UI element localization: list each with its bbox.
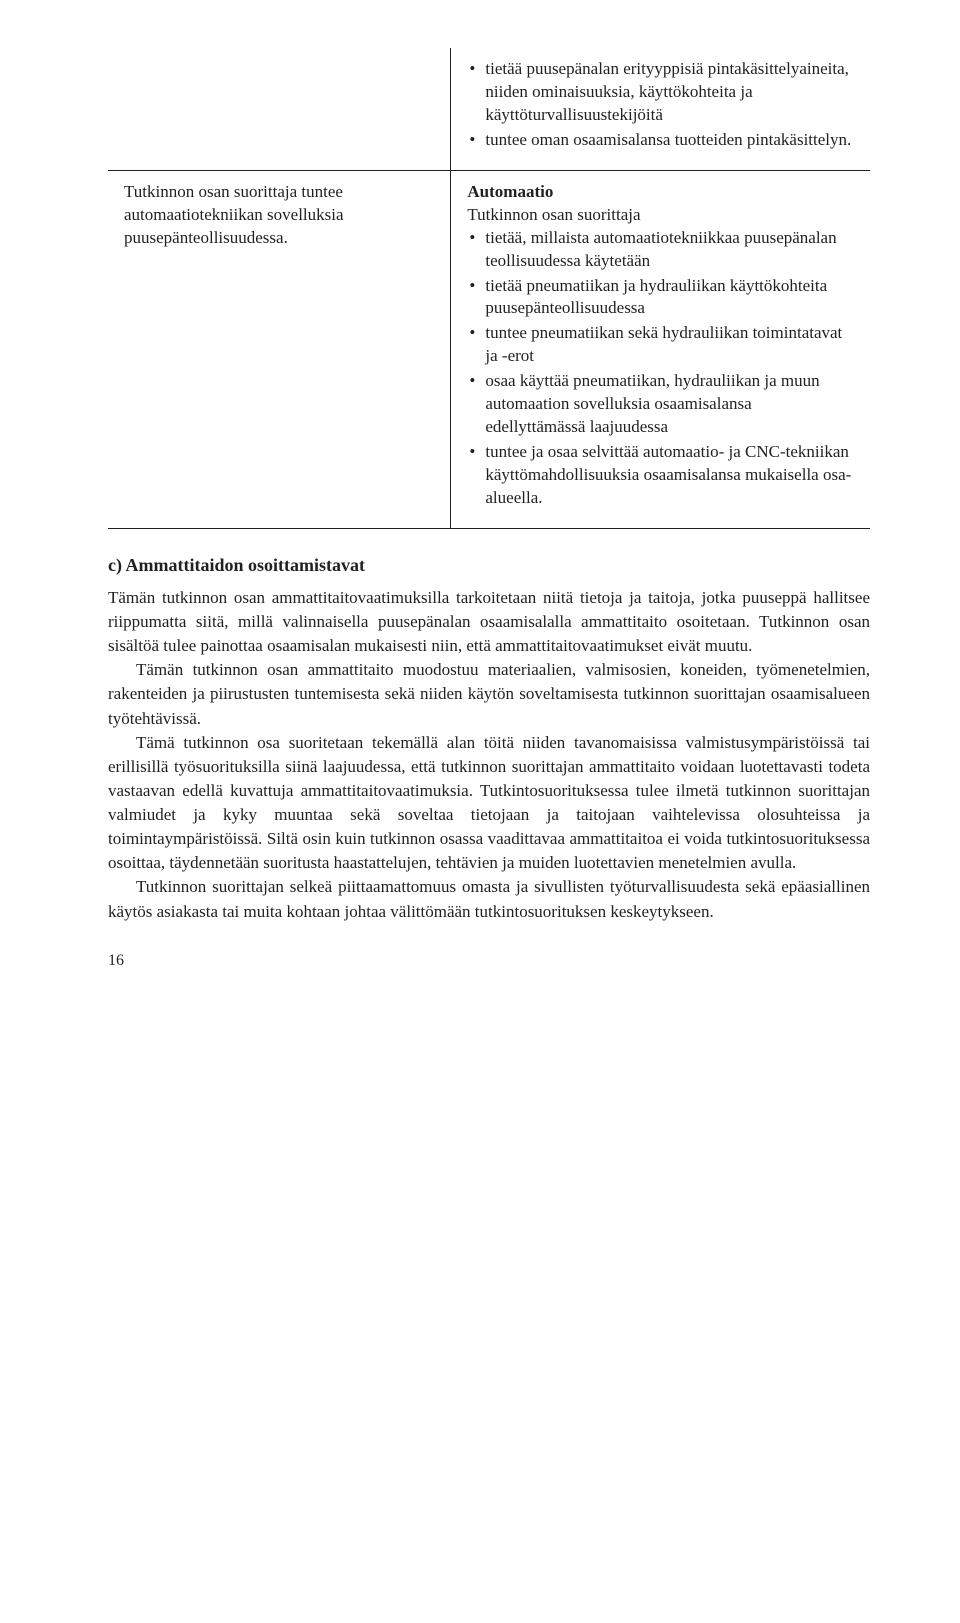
page-number: 16 <box>108 952 870 970</box>
cell-left-empty <box>108 48 451 170</box>
section-heading: c) Ammattitaidon osoittamistavat <box>108 555 870 576</box>
body-paragraph: Tämän tutkinnon osan ammattitaito muodos… <box>108 658 870 730</box>
list-item: tietää pneumatiikan ja hydrauliikan käyt… <box>467 275 854 321</box>
list-item: tietää puusepänalan erityyppisiä pintakä… <box>467 58 854 127</box>
bullet-list: tietää, millaista automaatiotekniikkaa p… <box>467 227 854 510</box>
list-item: tuntee oman osaamisalansa tuotteiden pin… <box>467 129 854 152</box>
cell-left-text: Tutkinnon osan suorittaja tuntee automaa… <box>108 170 451 528</box>
list-item: tuntee ja osaa selvittää automaatio- ja … <box>467 441 854 510</box>
criteria-table: tietää puusepänalan erityyppisiä pintakä… <box>108 48 870 529</box>
body-paragraph: Tutkinnon suorittajan selkeä piittaamatt… <box>108 875 870 923</box>
table-row: Tutkinnon osan suorittaja tuntee automaa… <box>108 170 870 528</box>
list-item: osaa käyttää pneumatiikan, hydrauliikan … <box>467 370 854 439</box>
list-item: tietää, millaista automaatiotekniikkaa p… <box>467 227 854 273</box>
cell-right-heading-bullets: Automaatio Tutkinnon osan suorittaja tie… <box>451 170 870 528</box>
body-paragraph: Tämä tutkinnon osa suoritetaan tekemällä… <box>108 731 870 876</box>
page: tietää puusepänalan erityyppisiä pintakä… <box>0 0 960 1018</box>
body-paragraph: Tämän tutkinnon osan ammattitaitovaatimu… <box>108 586 870 658</box>
cell-lead: Tutkinnon osan suorittaja <box>467 204 854 227</box>
cell-heading: Automaatio <box>467 181 854 204</box>
bullet-list: tietää puusepänalan erityyppisiä pintakä… <box>467 58 854 152</box>
table-row: tietää puusepänalan erityyppisiä pintakä… <box>108 48 870 170</box>
cell-right-bullets: tietää puusepänalan erityyppisiä pintakä… <box>451 48 870 170</box>
list-item: tuntee pneumatiikan sekä hydrauliikan to… <box>467 322 854 368</box>
